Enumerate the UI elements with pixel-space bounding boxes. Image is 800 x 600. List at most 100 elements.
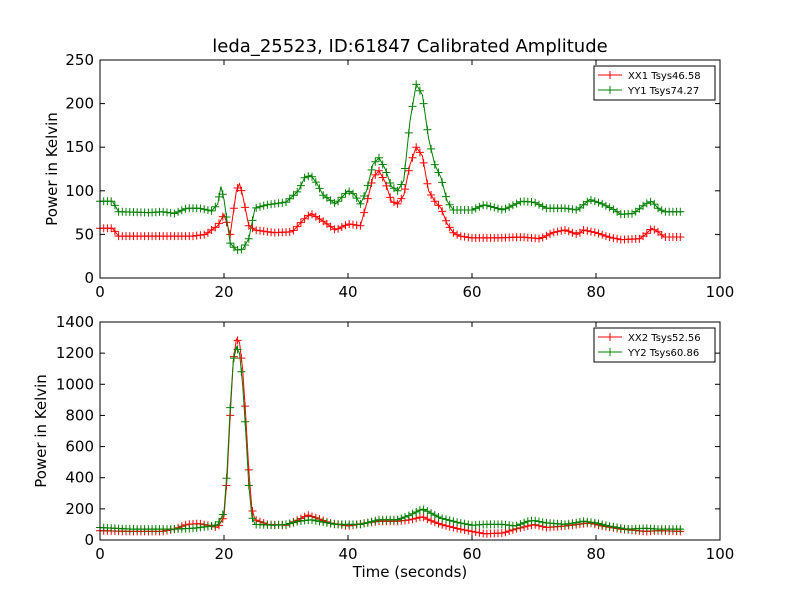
top-data-point	[468, 206, 476, 214]
bottom-data-point	[371, 516, 380, 525]
top-data-point	[572, 230, 581, 238]
top-data-point	[378, 160, 387, 169]
top-data-point	[397, 180, 406, 189]
top-data-point	[590, 197, 599, 206]
top-data-point	[404, 166, 413, 175]
top-data-point	[226, 230, 235, 239]
top-x-tick-label: 80	[586, 283, 605, 301]
bottom-y-tick-label: 600	[65, 438, 94, 456]
top-data-point	[598, 230, 607, 239]
top-data-point	[505, 203, 514, 212]
top-data-point	[412, 143, 421, 152]
top-x-tick-label: 100	[706, 283, 735, 301]
top-data-point	[170, 209, 179, 218]
top-data-point	[430, 197, 439, 206]
top-data-point	[494, 204, 502, 213]
top-data-point	[415, 148, 424, 157]
top-data-point	[285, 227, 294, 236]
bottom-data-point	[601, 521, 610, 530]
top-data-point	[572, 205, 581, 214]
top-data-point	[293, 222, 302, 231]
bottom-data-point	[415, 506, 424, 515]
top-data-point	[535, 200, 543, 209]
top-data-point	[650, 200, 659, 209]
top-data-point	[349, 220, 357, 229]
bottom-y-tick-label: 1400	[56, 313, 94, 331]
bottom-data-point	[676, 525, 685, 534]
top-data-point	[594, 229, 603, 238]
top-data-point	[538, 233, 547, 242]
top-data-point	[561, 204, 569, 213]
top-data-point	[334, 197, 343, 206]
top-data-point	[445, 200, 454, 209]
bottom-data-point	[315, 517, 324, 526]
top-data-point	[200, 230, 209, 239]
top-y-axis-label: Power in Kelvin	[43, 112, 61, 226]
bottom-data-point	[211, 521, 220, 530]
top-data-point	[531, 198, 540, 207]
top-data-point	[110, 227, 119, 236]
bottom-data-point	[594, 519, 603, 528]
top-y-tick-label: 100	[65, 182, 94, 200]
top-data-point	[419, 99, 428, 108]
bottom-data-point	[244, 481, 253, 490]
top-data-point	[360, 192, 369, 200]
top-y-tick-label: 250	[65, 51, 94, 69]
bottom-plot-frame	[99, 321, 721, 541]
bottom-data-point	[561, 520, 569, 529]
top-data-point	[278, 198, 287, 207]
top-data-point	[546, 229, 555, 238]
top-data-point	[337, 193, 346, 202]
top-series-line-1	[100, 146, 683, 241]
bottom-legend-box	[593, 327, 716, 363]
top-data-point	[393, 199, 402, 208]
bottom-data-point	[237, 367, 246, 376]
top-data-point	[401, 185, 409, 194]
top-data-point	[568, 228, 577, 237]
top-data-point	[482, 201, 491, 210]
bottom-data-point	[222, 474, 231, 483]
bottom-data-point	[535, 517, 543, 526]
top-data-point	[427, 191, 436, 199]
top-data-point	[375, 153, 383, 162]
top-data-point	[248, 216, 257, 225]
bottom-data-point	[408, 509, 417, 518]
top-data-point	[282, 198, 290, 207]
top-data-point	[650, 225, 659, 234]
top-data-point	[408, 102, 417, 111]
bottom-x-tick-label: 100	[706, 545, 735, 563]
top-data-point	[200, 205, 209, 214]
top-data-point	[315, 184, 324, 193]
bottom-legend: XX2 Tsys52.56 YY2 Tsys60.86	[593, 327, 716, 363]
top-data-point	[241, 203, 250, 212]
bottom-data-point	[248, 514, 257, 523]
bottom-data-point	[356, 520, 365, 529]
bottom-y-tick-label: 1200	[56, 344, 94, 362]
bottom-data-point	[289, 518, 298, 527]
bottom-x-tick-label: 60	[462, 545, 481, 563]
top-data-point	[442, 216, 450, 225]
top-data-point	[334, 224, 343, 233]
top-data-point	[211, 223, 220, 232]
top-data-point	[386, 193, 395, 202]
top-data-point	[177, 206, 186, 215]
top-data-point	[300, 173, 309, 182]
top-data-point	[538, 202, 547, 211]
bottom-data-point	[438, 514, 447, 523]
top-data-point	[304, 211, 313, 220]
bottom-x-tick-label: 0	[95, 545, 105, 563]
bottom-data-point	[430, 511, 439, 520]
top-data-point	[512, 199, 521, 208]
top-data-point	[215, 219, 223, 228]
bottom-x-tick-label: 40	[338, 545, 357, 563]
top-data-point	[430, 160, 439, 169]
bottom-data-point	[501, 528, 510, 537]
top-data-point	[378, 173, 387, 182]
top-data-point	[442, 192, 450, 201]
top-data-point	[304, 172, 313, 181]
bottom-data-point	[475, 528, 484, 537]
bottom-data-point	[311, 516, 320, 525]
top-data-point	[471, 204, 480, 213]
